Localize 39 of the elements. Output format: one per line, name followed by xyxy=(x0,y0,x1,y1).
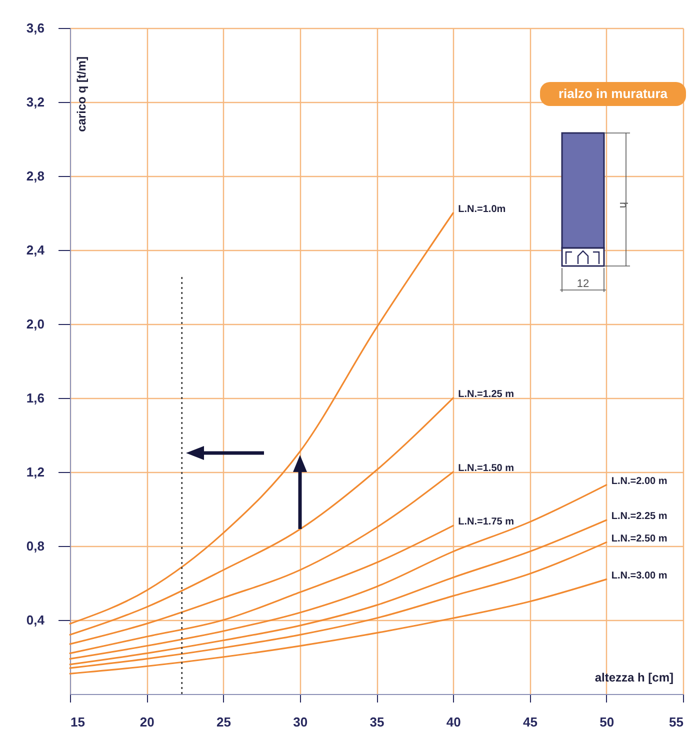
x-tick-label: 15 xyxy=(70,714,85,730)
series-label: L.N.=2.25 m xyxy=(611,511,668,522)
series-label: L.N.=1.0m xyxy=(458,204,506,215)
line-series xyxy=(69,542,608,669)
series-label: L.N.=2.50 m xyxy=(611,533,668,544)
y-tick-label: 2,4 xyxy=(26,242,46,258)
y-axis-title: carico q [t/m] xyxy=(74,56,88,132)
line-series xyxy=(69,524,454,654)
caption-label: rialzo in muratura xyxy=(540,82,686,106)
y-tick-label: 0,4 xyxy=(26,612,46,628)
line-series xyxy=(69,578,608,674)
series-label: L.N.=1.25 m xyxy=(458,389,514,400)
x-tick-label: 45 xyxy=(523,714,538,730)
annotation: h xyxy=(617,202,629,208)
x-tick-label: 50 xyxy=(600,714,614,730)
line-series xyxy=(69,471,454,645)
line-series xyxy=(69,519,608,666)
series-label: L.N.=2.00 m xyxy=(611,476,668,487)
y-tick-label: 2,0 xyxy=(26,316,44,332)
x-tick-label: 25 xyxy=(216,714,231,730)
line-series xyxy=(69,484,608,660)
y-tick-label: 3,2 xyxy=(26,94,44,110)
series-label: L.N.=1.75 m xyxy=(458,516,514,528)
series-label: L.N.=3.00 m xyxy=(611,570,668,582)
x-tick-label: 35 xyxy=(370,714,384,730)
y-tick-label: 0,8 xyxy=(26,538,44,554)
y-tick-label: 2,8 xyxy=(26,168,44,184)
x-tick-label: 20 xyxy=(140,714,154,730)
x-tick-label: 40 xyxy=(446,714,461,730)
y-tick-label: 3,6 xyxy=(26,20,44,36)
line-series xyxy=(69,212,454,624)
y-tick-label: 1,6 xyxy=(26,390,44,406)
annotation: 12 xyxy=(576,278,590,290)
series-label: L.N.=1.50 m xyxy=(458,463,514,474)
y-tick-label: 1,2 xyxy=(26,464,44,480)
wall-section-drawing: h 12 xyxy=(560,132,630,292)
x-tick-label: 55 xyxy=(669,714,684,730)
line-series xyxy=(69,397,454,636)
x-tick-label: 30 xyxy=(293,714,308,730)
